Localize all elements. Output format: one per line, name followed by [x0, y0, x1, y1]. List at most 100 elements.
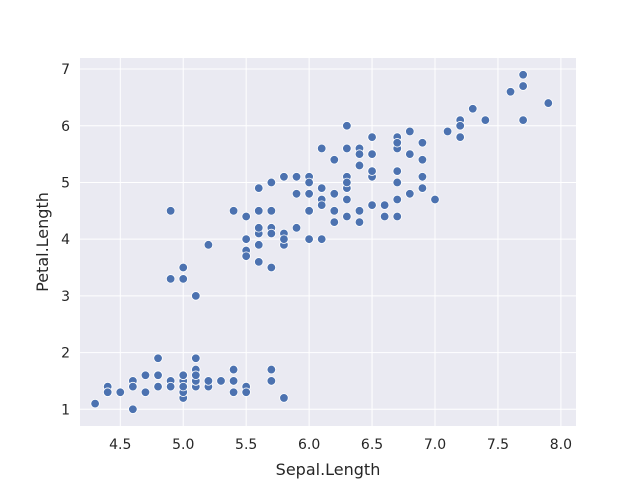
data-point — [354, 217, 365, 227]
data-point — [430, 194, 440, 205]
data-point — [178, 274, 188, 284]
data-point — [455, 121, 465, 131]
data-point — [379, 200, 390, 210]
data-point — [417, 183, 428, 193]
data-point — [228, 364, 239, 375]
data-point — [367, 166, 377, 176]
x-tick-label: 6.5 — [361, 437, 383, 453]
data-point — [279, 234, 289, 244]
data-point — [329, 155, 339, 165]
data-point — [178, 381, 188, 392]
data-point — [291, 172, 302, 182]
data-point — [203, 376, 214, 386]
data-point — [354, 149, 365, 159]
y-tick-label: 4 — [61, 232, 70, 248]
data-point — [317, 234, 327, 244]
data-point — [153, 353, 163, 363]
y-tick-labels: 1 2 3 4 5 6 7 — [61, 62, 70, 418]
data-point — [140, 370, 151, 380]
y-axis-label: Petal.Length — [33, 192, 52, 292]
y-tick-label: 6 — [61, 119, 70, 135]
data-point — [140, 387, 151, 397]
data-point — [329, 217, 339, 227]
data-point — [367, 149, 377, 159]
x-tick-label: 5.5 — [235, 437, 257, 453]
data-point — [304, 189, 314, 199]
data-point — [342, 177, 352, 188]
x-tick-label: 7.0 — [424, 437, 446, 453]
y-tick-label: 2 — [61, 346, 70, 362]
x-tick-label: 8.0 — [550, 437, 572, 453]
data-point — [153, 381, 163, 392]
data-point — [102, 387, 113, 397]
data-point — [304, 206, 314, 216]
data-point — [317, 183, 327, 193]
data-point — [266, 228, 277, 239]
data-point — [329, 206, 339, 216]
data-point — [266, 376, 277, 386]
x-tick-labels: 4.5 5.0 5.5 6.0 6.5 7.0 7.5 8.0 — [109, 437, 572, 453]
data-point — [342, 194, 352, 205]
data-point — [354, 160, 365, 171]
y-tick-label: 7 — [61, 62, 70, 78]
data-point — [228, 376, 239, 386]
data-point — [468, 104, 478, 114]
data-point — [405, 149, 415, 159]
data-point — [254, 183, 264, 193]
data-point — [317, 143, 327, 154]
data-point — [266, 177, 277, 188]
x-tick-label: 7.5 — [487, 437, 509, 453]
y-tick-label: 1 — [61, 402, 70, 418]
data-point — [442, 126, 453, 137]
data-point — [191, 353, 201, 363]
data-point — [291, 189, 302, 199]
data-point — [543, 98, 554, 108]
data-point — [480, 115, 491, 125]
plot-background — [80, 58, 576, 426]
data-point — [241, 211, 251, 222]
data-point — [178, 370, 188, 380]
data-point — [342, 143, 352, 154]
data-point — [115, 387, 125, 397]
data-point — [405, 126, 415, 137]
data-point — [191, 291, 201, 301]
data-point — [254, 257, 264, 267]
data-point — [165, 381, 176, 392]
data-point — [279, 172, 289, 182]
data-point — [417, 172, 428, 182]
data-point — [266, 262, 277, 273]
data-point — [153, 370, 163, 380]
x-tick-label: 4.5 — [109, 437, 131, 453]
data-point — [518, 81, 528, 91]
x-tick-label: 5.0 — [172, 437, 194, 453]
data-point — [367, 132, 377, 142]
data-point — [90, 398, 100, 409]
data-point — [266, 364, 277, 375]
data-point — [228, 206, 239, 216]
data-point — [518, 115, 528, 125]
data-point — [329, 189, 339, 199]
data-point — [518, 70, 528, 80]
data-point — [354, 206, 365, 216]
data-point — [392, 177, 402, 188]
data-point — [392, 211, 402, 222]
data-point — [392, 166, 402, 176]
data-point — [228, 387, 239, 397]
data-point — [379, 211, 390, 222]
data-point — [128, 381, 138, 392]
data-point — [367, 200, 377, 210]
y-tick-label: 3 — [61, 289, 70, 305]
grid-lines — [80, 58, 576, 426]
data-point — [266, 206, 277, 216]
data-point — [304, 177, 314, 188]
x-tick-label: 6.0 — [298, 437, 320, 453]
data-point — [241, 234, 251, 244]
data-point — [216, 376, 226, 386]
data-point — [304, 234, 314, 244]
data-point — [405, 189, 415, 199]
data-point — [279, 393, 289, 403]
data-point — [317, 200, 327, 210]
data-point — [165, 274, 176, 284]
data-point — [291, 223, 302, 233]
